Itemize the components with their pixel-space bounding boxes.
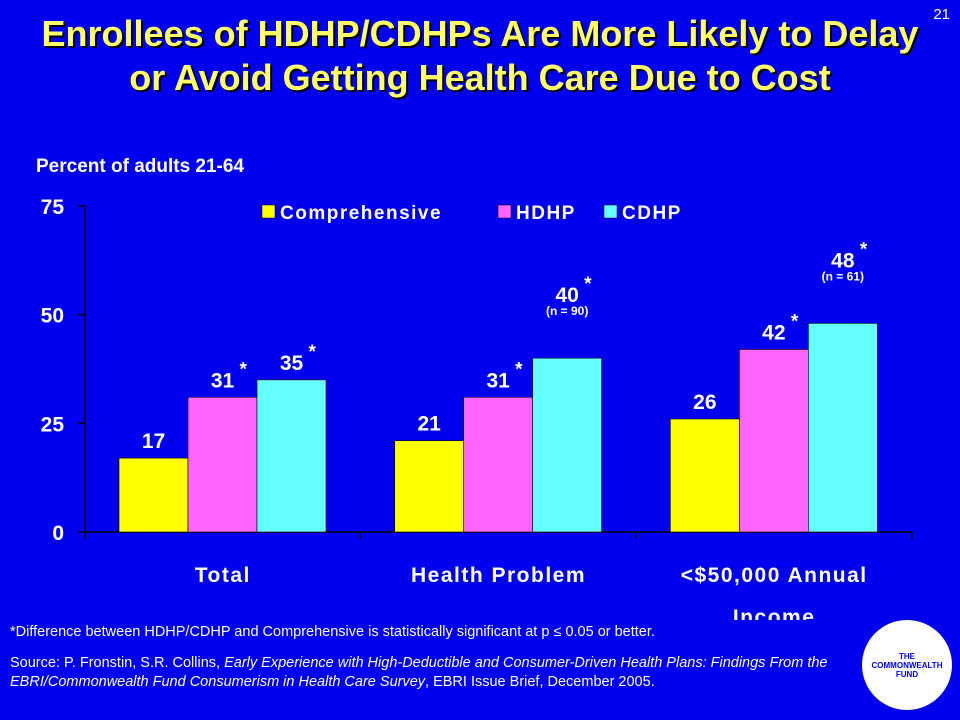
source-prefix: Source: P. Fronstin, S.R. Collins, bbox=[10, 655, 225, 671]
logo-line: THE bbox=[899, 651, 915, 661]
data-label: 35 bbox=[280, 352, 304, 375]
source-citation: Source: P. Fronstin, S.R. Collins, Early… bbox=[10, 654, 860, 692]
y-tick-label: 0 bbox=[52, 522, 64, 545]
data-label: 48 bbox=[831, 249, 855, 272]
legend-label: Comprehensive bbox=[280, 203, 442, 224]
category-label: Total bbox=[195, 564, 251, 587]
bar bbox=[670, 418, 740, 533]
bar bbox=[739, 349, 809, 533]
significance-marker: * bbox=[240, 359, 248, 380]
data-label: 42 bbox=[762, 321, 785, 344]
y-tick-label: 25 bbox=[41, 413, 65, 436]
slide-title: Enrollees of HDHP/CDHPs Are More Likely … bbox=[41, 13, 919, 98]
logo-line: COMMONWEALTH bbox=[871, 660, 943, 670]
bar bbox=[463, 396, 533, 533]
significance-marker: * bbox=[309, 342, 317, 363]
bar bbox=[808, 323, 878, 533]
data-label: 21 bbox=[417, 413, 441, 436]
legend-swatch bbox=[603, 204, 618, 219]
category-label: <$50,000 Annual bbox=[681, 564, 868, 587]
category-label: Health Problem bbox=[411, 564, 586, 587]
legend-swatch bbox=[261, 204, 276, 219]
significance-footnote: *Difference between HDHP/CDHP and Compre… bbox=[10, 624, 655, 640]
bar bbox=[256, 379, 327, 533]
data-label: 31 bbox=[486, 369, 510, 392]
category-label: Income bbox=[733, 606, 816, 620]
data-label: 17 bbox=[142, 430, 165, 453]
slide-number: 21 bbox=[933, 6, 950, 23]
data-label: 31 bbox=[211, 369, 235, 392]
bar bbox=[532, 357, 602, 533]
bar bbox=[394, 440, 464, 533]
source-suffix: , EBRI Issue Brief, December 2005. bbox=[425, 674, 655, 690]
significance-marker: * bbox=[791, 311, 799, 332]
legend-label: CDHP bbox=[622, 203, 682, 224]
commonwealth-fund-logo: THE COMMONWEALTH FUND bbox=[862, 620, 952, 710]
significance-marker: * bbox=[860, 239, 868, 260]
data-label: 26 bbox=[693, 391, 716, 414]
significance-marker: * bbox=[584, 274, 592, 295]
legend-swatch bbox=[497, 204, 512, 219]
sample-size-note: (n = 90) bbox=[546, 304, 588, 318]
logo-line: FUND bbox=[895, 669, 919, 679]
bar bbox=[118, 457, 189, 533]
legend-label: HDHP bbox=[516, 203, 576, 224]
sample-size-note: (n = 61) bbox=[822, 269, 864, 283]
chart-subtitle: Percent of adults 21-64 bbox=[36, 156, 245, 177]
y-tick-label: 50 bbox=[41, 305, 64, 328]
bar bbox=[187, 396, 258, 533]
significance-marker: * bbox=[515, 359, 523, 380]
source-title: Early Experience with High-Deductible an… bbox=[10, 655, 828, 690]
data-label: 40 bbox=[555, 284, 578, 307]
y-tick-label: 75 bbox=[41, 196, 65, 219]
